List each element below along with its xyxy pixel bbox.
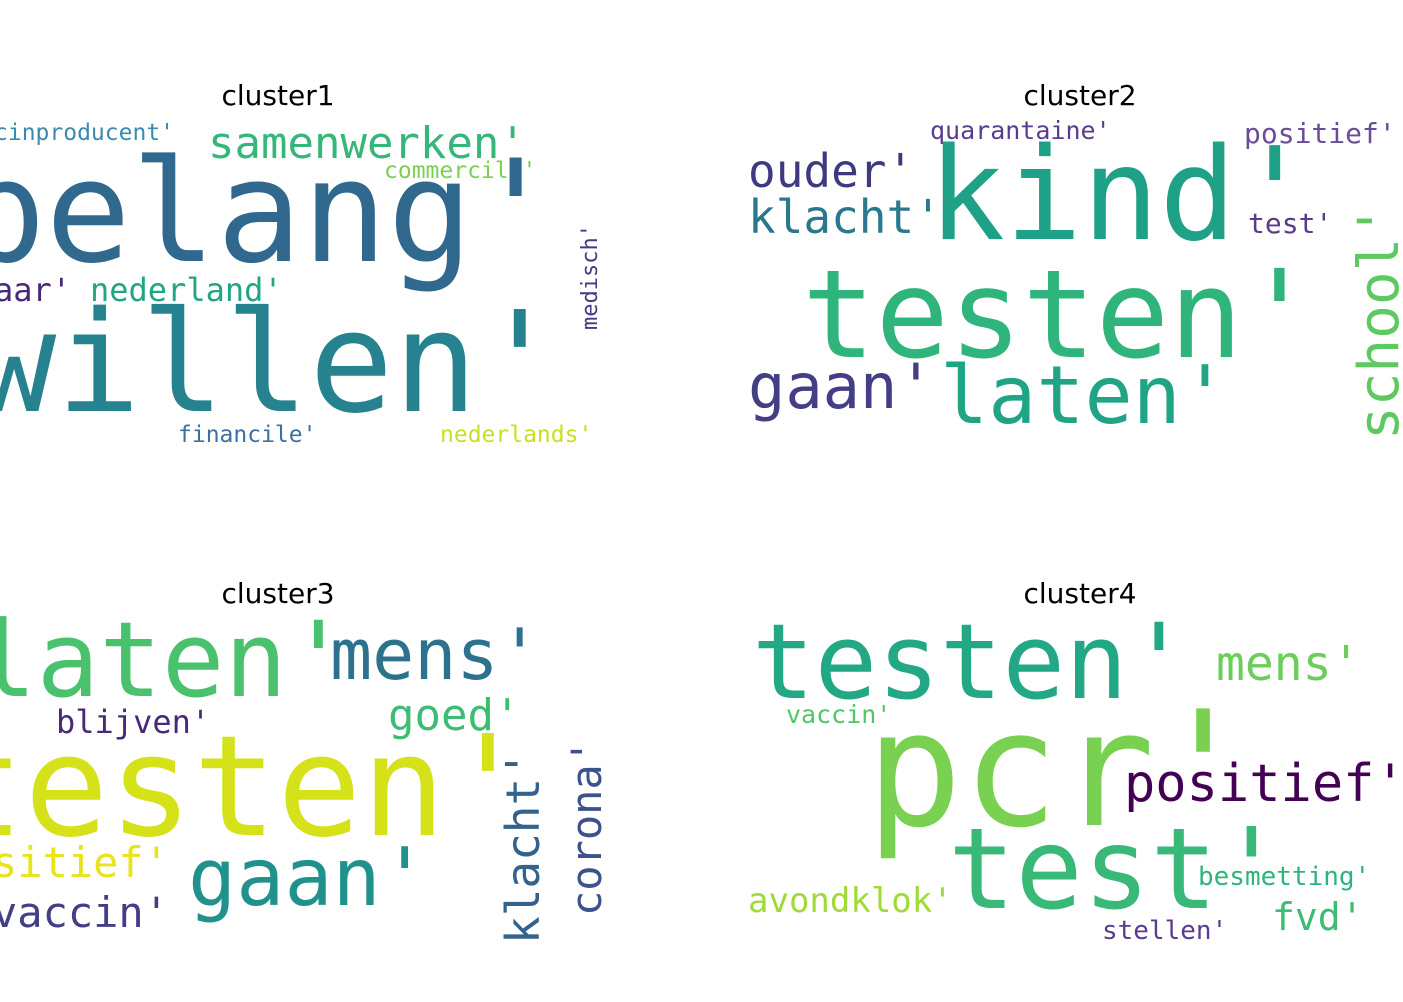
cloud-word: quarantaine' — [930, 118, 1111, 145]
wordcloud-panel-cluster4: cluster4 testen' mens' vaccin' pcr' posi… — [700, 500, 1403, 1002]
cloud-word: aar' — [0, 271, 72, 309]
cloud-word: gaan' — [748, 350, 935, 423]
wordcloud-cluster2: quarantaine' positief' ouder' kind' klac… — [746, 118, 1403, 458]
wordcloud-panel-cluster3: cluster3 laten' mens' blijven' goed' tes… — [0, 500, 700, 1002]
cloud-word: test' — [1248, 207, 1333, 240]
cloud-word: nederlands' — [440, 422, 593, 448]
wordcloud-cluster3: laten' mens' blijven' goed' testen' coro… — [0, 614, 604, 954]
cloud-word: vaccin' — [0, 888, 170, 937]
cloud-word: positief' — [1124, 754, 1403, 814]
panel-title: cluster4 — [1023, 577, 1137, 610]
cloud-word: testen' — [802, 244, 1317, 386]
cloud-word: goed' — [388, 690, 521, 741]
cloud-word: ouder' — [748, 144, 915, 198]
cloud-word: testen' — [0, 706, 531, 869]
panel-title: cluster1 — [221, 79, 335, 112]
panel-title: cluster2 — [1023, 79, 1137, 112]
cloud-word: blijven' — [56, 703, 211, 741]
cloud-word: klacht' — [748, 190, 942, 244]
cloud-word: klacht' — [496, 750, 550, 944]
cloud-word: commercile' — [384, 158, 537, 184]
cloud-word: school' — [1347, 203, 1403, 440]
wordcloud-panel-cluster1: cluster1 cinproducent' samenwerken' comm… — [0, 0, 700, 500]
cloud-word: test' — [948, 805, 1286, 935]
cloud-word: mens' — [330, 614, 541, 696]
cloud-word: vaccin' — [786, 700, 892, 729]
cloud-word: belang' — [0, 130, 559, 295]
cloud-word: corona' — [562, 738, 604, 916]
cloud-word: cinproducent' — [0, 120, 175, 146]
cloud-word: medisch' — [578, 224, 603, 330]
cloud-word: willen' — [0, 282, 563, 445]
cloud-word: stellen' — [1102, 916, 1228, 946]
cloud-word: gaan' — [188, 831, 429, 924]
cloud-word: laten' — [940, 349, 1229, 442]
cloud-word: nederland' — [90, 271, 283, 309]
cloud-word: besmetting' — [1198, 862, 1371, 892]
cloud-word: mens' — [1216, 636, 1361, 692]
cloud-word: kind' — [928, 121, 1314, 270]
cloud-word: pcr' — [866, 676, 1252, 863]
wordcloud-panel-cluster2: cluster2 quarantaine' positief' ouder' k… — [700, 0, 1403, 500]
cloud-word: samenwerken' — [208, 118, 526, 169]
wordcloud-cluster1: cinproducent' samenwerken' commercile' b… — [0, 118, 604, 458]
cloud-word: positief' — [1244, 118, 1396, 150]
cloud-word: fvd' — [1272, 895, 1364, 939]
cloud-word: testen' — [752, 614, 1191, 723]
cloud-word: avondklok' — [748, 881, 953, 921]
cloud-word: financile' — [178, 422, 317, 448]
wordcloud-cluster4: testen' mens' vaccin' pcr' positief' tes… — [746, 614, 1403, 954]
cloud-word: sitief' — [0, 838, 170, 887]
panel-title: cluster3 — [221, 577, 335, 610]
cloud-word: laten' — [0, 614, 350, 721]
